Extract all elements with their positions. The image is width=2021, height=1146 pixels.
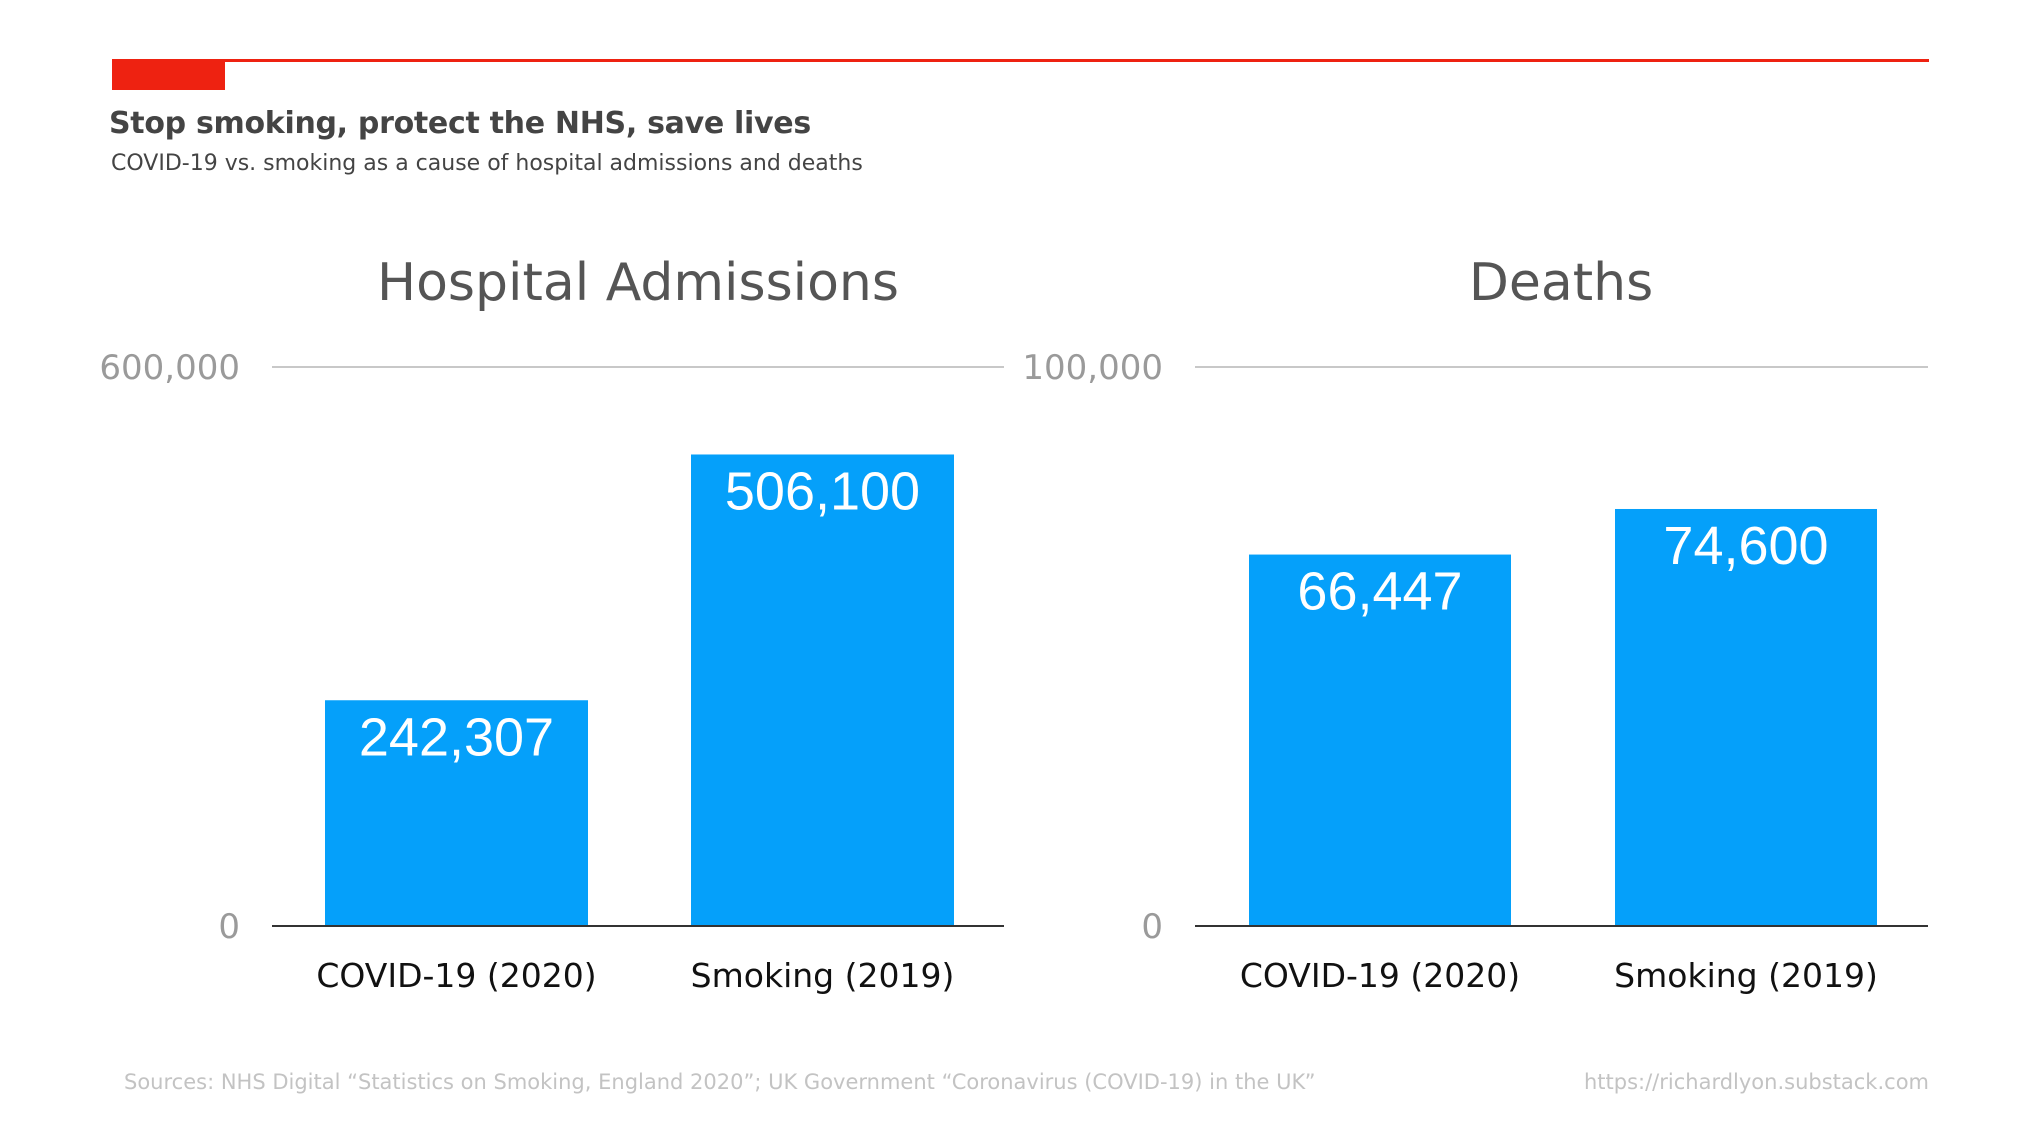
x-category-label: COVID-19 (2020) [316,956,596,995]
x-category-label: COVID-19 (2020) [1240,956,1520,995]
bar-covid [1249,554,1511,926]
footer-url-link[interactable]: https://richardlyon.substack.com [1583,1070,1929,1094]
chart-subheadline: COVID-19 vs. smoking as a cause of hospi… [111,151,863,176]
panel-title: Deaths [1469,253,1653,313]
x-category-label: Smoking (2019) [1614,956,1878,995]
bar-value-label: 242,307 [359,707,554,767]
x-category-label: Smoking (2019) [691,956,955,995]
bar-smoking [691,454,954,926]
bar-value-label: 74,600 [1663,516,1828,576]
bar-smoking [1615,508,1877,926]
header-accent-rule [112,59,1929,62]
y-tick-label: 100,000 [1022,348,1163,388]
bar-value-label: 506,100 [725,461,920,521]
y-tick-label: 0 [218,907,240,947]
header-accent-block [112,60,225,90]
chart-headline: Stop smoking, protect the NHS, save live… [109,106,811,141]
panel-title: Hospital Admissions [377,253,899,313]
footer-sources: Sources: NHS Digital “Statistics on Smok… [124,1070,1316,1094]
bar-covid [325,700,588,926]
y-tick-label: 0 [1141,907,1163,947]
y-tick-label: 600,000 [99,348,240,388]
bar-value-label: 66,447 [1297,562,1462,622]
